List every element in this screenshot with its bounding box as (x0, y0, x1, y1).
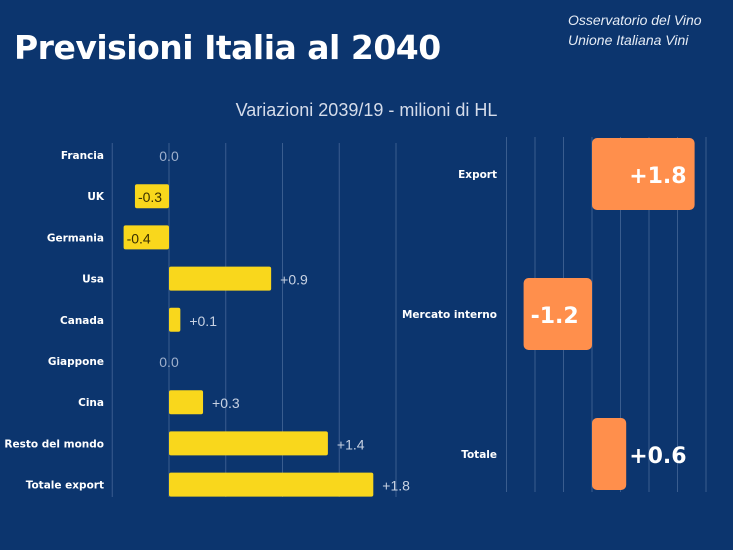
source-line-1: Osservatorio del Vino (568, 12, 702, 28)
data-label: 0.0 (159, 148, 179, 164)
category-label: Resto del mondo (4, 438, 104, 450)
data-label: 0.0 (159, 354, 179, 370)
data-label: +1.8 (629, 164, 686, 189)
bar (523, 278, 592, 350)
bar (169, 431, 328, 456)
bar (134, 184, 169, 209)
source-credit: Osservatorio del Vino Unione Italiana Vi… (568, 10, 702, 50)
bar (169, 307, 181, 332)
category-label: Germania (47, 232, 104, 244)
bar (169, 266, 272, 291)
category-label: Cina (78, 397, 104, 409)
data-label: -1.2 (531, 304, 579, 329)
category-label: Usa (82, 274, 104, 286)
data-label: +0.3 (212, 395, 240, 411)
data-label: +1.4 (337, 436, 365, 452)
data-label: +0.1 (189, 313, 217, 329)
category-label: Canada (60, 315, 104, 327)
page-title: Previsioni Italia al 2040 (14, 28, 441, 67)
category-label: Mercato interno (402, 309, 497, 321)
bar (592, 138, 695, 210)
bar (123, 225, 169, 250)
category-label: Francia (61, 150, 104, 162)
data-label: +0.9 (280, 272, 308, 288)
data-label: -0.3 (138, 189, 162, 205)
chart-subtitle: Variazioni 2039/19 - milioni di HL (235, 100, 498, 120)
data-label: +1.8 (382, 478, 410, 494)
data-label: +0.6 (629, 444, 686, 469)
category-label: Totale export (26, 480, 104, 492)
category-label: UK (87, 191, 105, 203)
source-line-2: Unione Italiana Vini (568, 32, 689, 48)
category-label: Giappone (48, 356, 104, 368)
bar (169, 390, 204, 415)
category-label: Export (458, 169, 497, 181)
data-label: -0.4 (127, 230, 151, 246)
category-label: Totale (461, 449, 497, 461)
bar (169, 472, 374, 497)
bar (592, 418, 627, 490)
